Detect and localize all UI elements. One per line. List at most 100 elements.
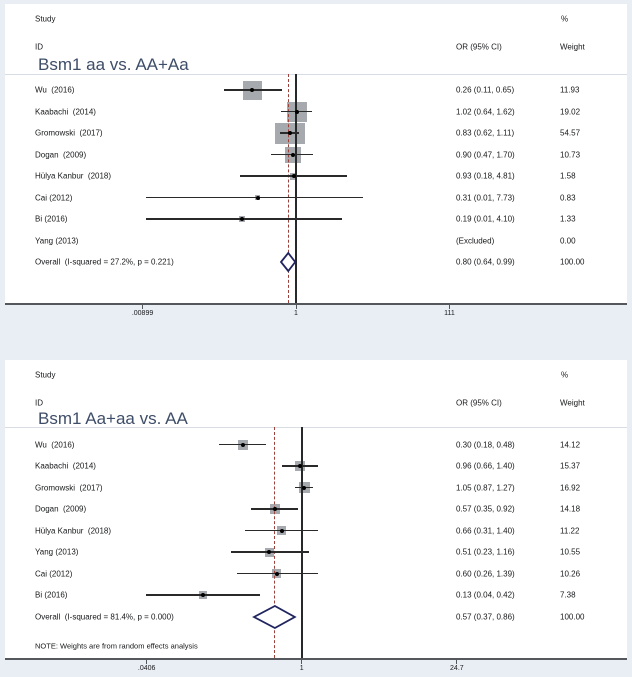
axis-tick-label: 24.7 <box>450 665 464 672</box>
study-weight-value: 0.00 <box>560 236 576 245</box>
point-estimate-dot <box>250 88 255 92</box>
study-label: Kaabachi (2014) <box>35 461 96 471</box>
study-label: Hülya Kanbur (2018) <box>35 526 112 535</box>
study-or-ci-value: 0.66 (0.31, 1.40) <box>456 526 515 535</box>
study-weight-value: 1.58 <box>560 171 576 181</box>
study-or-ci-value: 0.83 (0.62, 1.11) <box>456 128 515 138</box>
axis-tick-label: .00899 <box>131 310 154 317</box>
null-effect-line <box>295 74 297 303</box>
study-label: Kaabachi (2014) <box>35 107 96 116</box>
study-weight-value: 16.92 <box>560 483 581 492</box>
study-label: Bi (2016) <box>35 590 68 600</box>
study-label: Dogan (2009) <box>35 504 87 514</box>
study-label: Cai (2012) <box>35 193 73 202</box>
column-header-id: ID <box>35 42 43 52</box>
point-estimate-dot <box>294 109 299 114</box>
study-weight-value: 11.22 <box>560 526 580 535</box>
axis-tick-label: .0406 <box>137 665 156 672</box>
column-header-study: Study <box>35 370 56 380</box>
axis-tick <box>456 660 458 664</box>
point-estimate-dot <box>267 550 272 554</box>
study-weight-value: 14.12 <box>560 440 581 449</box>
study-weight-value: 7.38 <box>560 590 576 600</box>
column-header-study: Study <box>35 14 56 24</box>
forest-panel-1: Study% ID OR (95% CI) Weight Bsm1 aa vs. AA+… <box>5 4 627 305</box>
axis-tick-label: 1 <box>294 310 298 317</box>
study-label: Gromowski (2017) <box>35 128 103 138</box>
overall-label: Overall (I-squared = 81.4%, p = 0.000) <box>35 612 174 621</box>
panel-title: Bsm1 aa vs. AA+Aa <box>38 55 189 74</box>
study-label: Hülya Kanbur (2018) <box>35 171 112 181</box>
study-or-ci-value: 0.57 (0.35, 0.92) <box>456 504 515 514</box>
study-or-ci-value: 0.26 (0.11, 0.65) <box>456 85 515 95</box>
study-label: Yang (2013) <box>35 236 79 245</box>
study-weight-value: 19.02 <box>560 107 581 116</box>
point-estimate-dot <box>272 507 277 511</box>
column-header-percent: % <box>561 14 569 24</box>
point-estimate-dot <box>241 442 246 447</box>
point-estimate-dot <box>274 571 279 576</box>
study-or-ci-value: 0.13 (0.04, 0.42) <box>456 590 515 600</box>
header-separator-line <box>5 74 627 75</box>
study-label: Wu (2016) <box>35 85 75 95</box>
overall-or-ci-value: 0.80 (0.64, 0.99) <box>456 257 515 267</box>
study-label: Dogan (2009) <box>35 150 87 159</box>
study-or-ci-value: 1.02 (0.64, 1.62) <box>456 107 515 116</box>
overall-estimate-dashed-line <box>274 427 275 658</box>
confidence-interval-line <box>146 196 363 199</box>
study-or-ci-value: 1.05 (0.87, 1.27) <box>456 483 515 492</box>
overall-or-ci-value: 0.57 (0.37, 0.86) <box>456 612 515 621</box>
column-header-weight: Weight <box>560 42 585 52</box>
column-header-percent: % <box>561 370 569 380</box>
study-label: Gromowski (2017) <box>35 483 103 492</box>
study-or-ci-value: 0.19 (0.01, 4.10) <box>456 214 515 224</box>
study-or-ci-value: 0.96 (0.66, 1.40) <box>456 461 515 471</box>
axis-tick <box>301 660 303 664</box>
axis-tick <box>146 660 148 664</box>
point-estimate-dot <box>255 195 260 200</box>
study-or-ci-value: 0.51 (0.23, 1.16) <box>456 547 515 557</box>
study-weight-value: 15.37 <box>560 461 581 471</box>
axis-tick-label: 1 <box>299 665 304 672</box>
point-estimate-dot <box>287 131 292 135</box>
study-label: Wu (2016) <box>35 440 75 449</box>
study-weight-value: 54.57 <box>560 128 581 138</box>
overall-diamond <box>251 604 297 629</box>
point-estimate-dot <box>200 593 205 597</box>
study-weight-value: 10.26 <box>560 569 581 578</box>
study-or-ci-value: 0.90 (0.47, 1.70) <box>456 150 515 159</box>
study-weight-value: 10.55 <box>560 547 581 557</box>
study-or-ci-value: 0.60 (0.26, 1.39) <box>456 569 515 578</box>
column-header-or-ci: OR (95% CI) <box>456 398 502 408</box>
overall-weight-value: 100.00 <box>560 612 585 621</box>
point-estimate-dot <box>290 152 295 157</box>
study-weight-value: 11.93 <box>560 85 580 95</box>
study-or-ci-value: 0.31 (0.01, 7.73) <box>456 193 515 202</box>
column-header-weight: Weight <box>560 398 585 408</box>
null-effect-line <box>300 427 303 658</box>
overall-weight-value: 100.00 <box>560 257 585 267</box>
study-weight-value: 10.73 <box>560 150 581 159</box>
overall-estimate-dashed-line <box>288 74 290 303</box>
study-weight-value: 1.33 <box>560 214 576 224</box>
point-estimate-dot <box>302 485 307 490</box>
study-or-ci-value: 0.93 (0.18, 4.81) <box>456 171 515 181</box>
forest-panel-2: Study% ID OR (95% CI) Weight Bsm1 Aa+aa vs. … <box>5 360 627 660</box>
column-header-or-ci: OR (95% CI) <box>456 42 502 52</box>
axis-tick <box>448 305 450 309</box>
study-label: Bi (2016) <box>35 214 68 224</box>
overall-diamond <box>280 251 297 273</box>
header-separator-line <box>5 427 627 428</box>
point-estimate-dot <box>297 464 302 468</box>
axis-tick <box>142 305 144 309</box>
study-label: Yang (2013) <box>35 547 79 557</box>
study-or-ci-value: (Excluded) <box>456 236 495 245</box>
overall-label: Overall (I-squared = 27.2%, p = 0.221) <box>35 257 174 267</box>
axis-tick-label: 111 <box>444 310 455 317</box>
point-estimate-dot <box>291 174 296 178</box>
study-label: Cai (2012) <box>35 569 73 578</box>
point-estimate-dot <box>279 528 284 533</box>
point-estimate-dot <box>239 217 244 221</box>
study-weight-value: 0.83 <box>560 193 576 202</box>
study-weight-value: 14.18 <box>560 504 581 514</box>
